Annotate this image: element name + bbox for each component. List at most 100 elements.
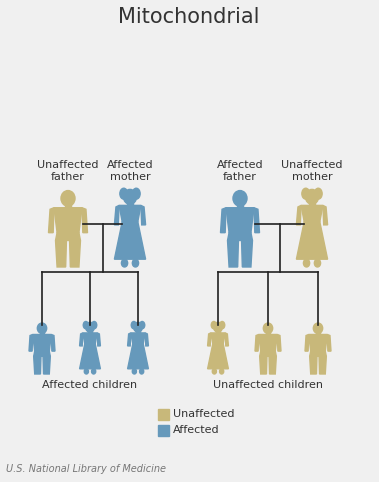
Ellipse shape <box>212 369 216 374</box>
Text: Unaffected
father: Unaffected father <box>37 161 99 182</box>
Ellipse shape <box>124 189 137 204</box>
Polygon shape <box>296 222 327 259</box>
Polygon shape <box>296 205 301 225</box>
Polygon shape <box>208 333 211 346</box>
Polygon shape <box>49 208 54 233</box>
Ellipse shape <box>219 321 225 329</box>
Text: Unaffected children: Unaffected children <box>213 380 323 390</box>
Polygon shape <box>114 205 119 225</box>
Text: Unaffected
mother: Unaffected mother <box>281 161 343 182</box>
FancyBboxPatch shape <box>136 328 140 333</box>
Polygon shape <box>225 333 229 346</box>
Text: Unaffected: Unaffected <box>173 409 235 419</box>
Polygon shape <box>52 335 55 351</box>
Polygon shape <box>310 351 326 356</box>
Polygon shape <box>43 356 50 374</box>
Polygon shape <box>319 356 326 374</box>
Polygon shape <box>227 233 252 241</box>
Polygon shape <box>145 333 149 346</box>
Polygon shape <box>277 335 281 351</box>
Ellipse shape <box>313 323 323 334</box>
FancyBboxPatch shape <box>88 328 92 333</box>
Polygon shape <box>226 208 254 233</box>
Ellipse shape <box>84 369 88 374</box>
Polygon shape <box>310 356 317 374</box>
Polygon shape <box>114 222 146 259</box>
FancyBboxPatch shape <box>127 198 133 205</box>
Polygon shape <box>258 335 277 351</box>
Ellipse shape <box>132 259 139 267</box>
Polygon shape <box>97 333 100 346</box>
Ellipse shape <box>121 259 128 267</box>
Ellipse shape <box>83 321 88 329</box>
Polygon shape <box>254 208 260 233</box>
Text: Affected: Affected <box>173 425 219 435</box>
Ellipse shape <box>133 322 143 332</box>
Polygon shape <box>309 335 327 351</box>
Polygon shape <box>255 335 258 351</box>
Text: Affected
mother: Affected mother <box>106 161 153 182</box>
Ellipse shape <box>214 322 222 332</box>
Polygon shape <box>128 344 149 369</box>
Text: Mitochondrial: Mitochondrial <box>118 7 260 27</box>
Polygon shape <box>83 333 97 344</box>
Polygon shape <box>54 208 82 233</box>
Ellipse shape <box>263 323 273 334</box>
Bar <box>158 425 169 436</box>
Polygon shape <box>221 208 226 233</box>
Ellipse shape <box>314 188 322 199</box>
Ellipse shape <box>219 369 224 374</box>
Polygon shape <box>301 205 323 222</box>
Polygon shape <box>131 333 145 344</box>
Polygon shape <box>55 233 80 241</box>
Ellipse shape <box>314 259 321 267</box>
Polygon shape <box>327 335 331 351</box>
Ellipse shape <box>132 188 140 199</box>
Polygon shape <box>119 205 141 222</box>
Ellipse shape <box>37 323 47 334</box>
Polygon shape <box>34 356 41 374</box>
Ellipse shape <box>120 188 128 199</box>
FancyBboxPatch shape <box>65 200 71 208</box>
Polygon shape <box>260 351 276 356</box>
Polygon shape <box>305 335 309 351</box>
Ellipse shape <box>304 259 310 267</box>
Polygon shape <box>29 335 33 351</box>
Bar <box>158 409 169 419</box>
Polygon shape <box>260 356 267 374</box>
FancyBboxPatch shape <box>237 200 243 208</box>
Text: U.S. National Library of Medicine: U.S. National Library of Medicine <box>6 464 166 474</box>
Ellipse shape <box>92 321 97 329</box>
Polygon shape <box>128 333 131 346</box>
FancyBboxPatch shape <box>316 329 320 335</box>
Ellipse shape <box>139 369 144 374</box>
Polygon shape <box>211 333 225 344</box>
Polygon shape <box>227 241 238 267</box>
Polygon shape <box>269 356 276 374</box>
FancyBboxPatch shape <box>309 198 315 205</box>
Polygon shape <box>323 205 327 225</box>
Ellipse shape <box>305 189 319 204</box>
Polygon shape <box>82 208 88 233</box>
Ellipse shape <box>61 190 75 206</box>
Polygon shape <box>208 344 229 369</box>
Text: Affected children: Affected children <box>42 380 138 390</box>
FancyBboxPatch shape <box>266 329 270 335</box>
FancyBboxPatch shape <box>216 328 220 333</box>
Ellipse shape <box>302 188 310 199</box>
Text: Affected
father: Affected father <box>217 161 263 182</box>
Ellipse shape <box>211 321 216 329</box>
Ellipse shape <box>92 369 96 374</box>
Polygon shape <box>70 241 80 267</box>
Polygon shape <box>241 241 252 267</box>
Polygon shape <box>141 205 146 225</box>
Polygon shape <box>34 351 50 356</box>
Ellipse shape <box>131 321 136 329</box>
Polygon shape <box>33 335 52 351</box>
Ellipse shape <box>233 190 247 206</box>
Polygon shape <box>80 344 100 369</box>
Ellipse shape <box>139 321 145 329</box>
Polygon shape <box>55 241 66 267</box>
FancyBboxPatch shape <box>40 329 44 335</box>
Polygon shape <box>80 333 83 346</box>
